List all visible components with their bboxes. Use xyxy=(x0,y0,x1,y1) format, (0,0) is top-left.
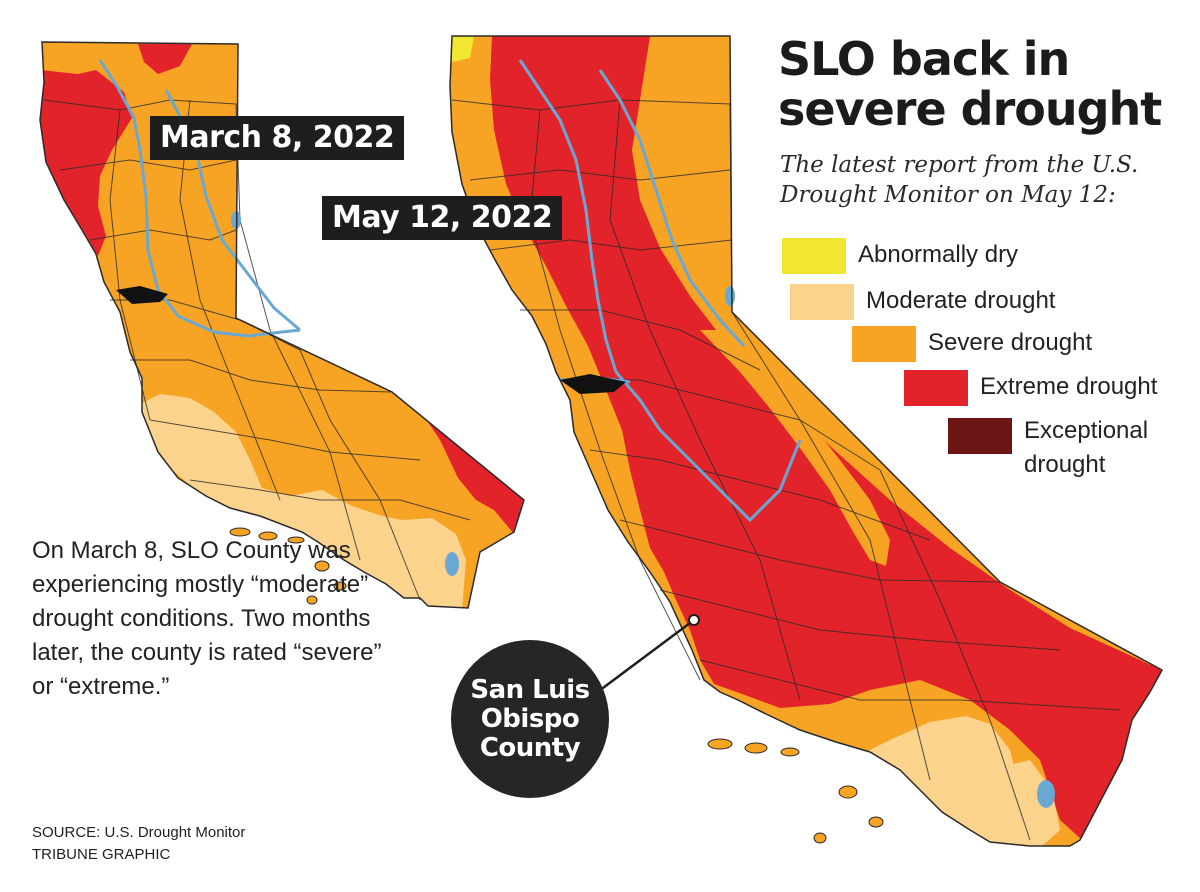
legend-swatch xyxy=(904,370,968,406)
salton-sea xyxy=(445,552,459,576)
channel-islands xyxy=(707,738,884,844)
may-date-label: May 12, 2022 xyxy=(322,196,563,240)
severe-drought-region xyxy=(700,330,890,566)
legend-swatch xyxy=(782,238,846,274)
legend-label: Extreme drought xyxy=(980,373,1158,400)
subhead: The latest report from the U.S. Drought … xyxy=(780,152,1139,208)
county-callout-label: San Luis Obispo County xyxy=(470,674,590,763)
explanatory-note: On March 8, SLO County was experiencing … xyxy=(32,537,382,700)
state-outline xyxy=(449,35,1164,847)
legend-label: Abnormally dry xyxy=(858,241,1019,268)
legend-swatch xyxy=(852,326,916,362)
source-line: SOURCE: U.S. Drought Monitor xyxy=(32,824,246,841)
bay-area-water xyxy=(116,286,168,304)
legend-label: Severe drought xyxy=(928,329,1093,356)
legend-label: Moderate drought xyxy=(866,287,1056,314)
legend-label: Exceptional drought xyxy=(1024,417,1149,478)
county-callout: San Luis Obispo County xyxy=(451,640,609,798)
extreme-drought-region xyxy=(138,44,192,74)
extreme-drought-region xyxy=(40,70,132,256)
salton-sea xyxy=(1037,780,1055,808)
source-credit: SOURCE: U.S. Drought Monitor TRIBUNE GRA… xyxy=(32,822,245,866)
channel-islands xyxy=(229,527,347,605)
headline: SLO back in severe drought xyxy=(778,32,1162,136)
bay-area-water xyxy=(560,374,626,394)
state-outline xyxy=(39,41,525,609)
abnormally-dry-region xyxy=(452,36,474,62)
legend-swatch xyxy=(790,284,854,320)
lake-tahoe xyxy=(725,286,735,306)
extreme-drought-region xyxy=(490,36,1162,840)
slo-county-marker xyxy=(688,614,700,626)
legend-swatch xyxy=(948,418,1012,454)
march-date-label: March 8, 2022 xyxy=(150,116,405,160)
moderate-drought-region xyxy=(850,716,1040,846)
credit-line: TRIBUNE GRAPHIC xyxy=(32,846,171,863)
